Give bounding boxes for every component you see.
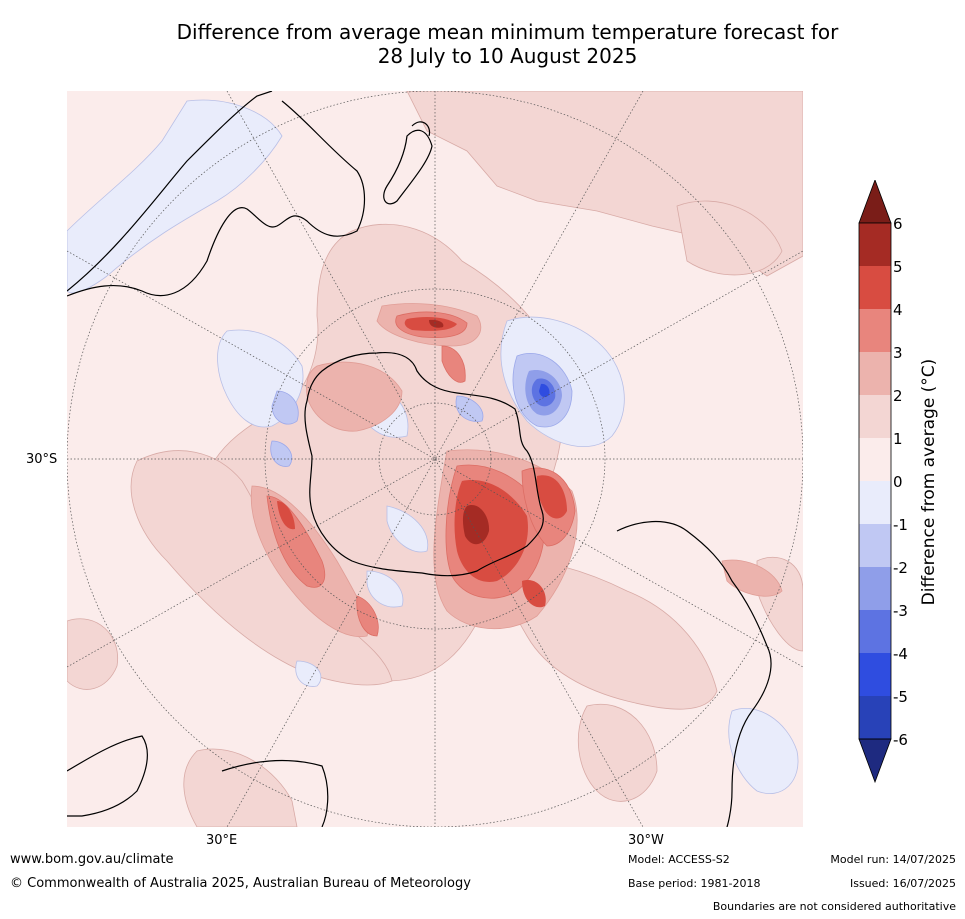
colorbar-bin-3-4 <box>859 309 891 352</box>
website-text: www.bom.gov.au/climate <box>10 852 174 867</box>
colorbar-bin-minus6-minus5 <box>859 696 891 739</box>
colorbar-bin-minus2-minus1 <box>859 524 891 567</box>
colorbar-bin-minus1-0 <box>859 481 891 524</box>
colorbar-bin-5-6 <box>859 223 891 266</box>
map-panel <box>67 91 803 827</box>
antarctica-coastline <box>304 351 544 577</box>
longitude-label-30e: 30°E <box>206 833 238 848</box>
boundaries-disclaimer: Boundaries are not considered authoritat… <box>712 900 956 913</box>
colorbar-title: Difference from average (°C) <box>919 358 939 606</box>
colorbar-tick-minus2: -2 <box>893 559 908 577</box>
model-run-text: Model run: 14/07/2025 <box>830 853 956 866</box>
colorbar-tick-minus6: -6 <box>893 731 908 749</box>
graticule <box>67 91 803 827</box>
positive-anomaly-4-to-6-areas <box>277 316 567 608</box>
colorbar-tick-minus1: -1 <box>893 516 908 534</box>
colorbar-tick-2: 2 <box>893 387 903 405</box>
latitude-label-30s: 30°S <box>26 452 58 467</box>
colorbar-bin-minus3-minus2 <box>859 567 891 610</box>
colorbar-tick-6: 6 <box>893 215 903 233</box>
temperature-anomaly-map <box>67 91 803 827</box>
colorbar-bin-1-2 <box>859 395 891 438</box>
chart-title: Difference from average mean minimum tem… <box>0 20 965 68</box>
chart-title-line-2: 28 July to 10 August 2025 <box>377 44 638 68</box>
colorbar-tick-1: 1 <box>893 430 903 448</box>
colorbar-outline <box>858 222 892 740</box>
colorbar-tick-4: 4 <box>893 301 903 319</box>
colorbar-bin-minus4-minus3 <box>859 610 891 653</box>
new-zealand-south-island-coastline <box>383 129 433 205</box>
australia-coastline <box>67 91 366 297</box>
colorbar-graphic <box>858 178 892 784</box>
negative-anomaly-2-to-4-areas <box>525 370 562 416</box>
colorbar-tick-5: 5 <box>893 258 903 276</box>
new-zealand-north-island-coastline <box>411 121 431 137</box>
colorbar-bin-4-5 <box>859 266 891 309</box>
colorbar-tick-3: 3 <box>893 344 903 362</box>
model-text: Model: ACCESS-S2 <box>628 853 730 866</box>
colorbar-tick-labels: 6 5 4 3 2 1 0 -1 -2 -3 -4 -5 -6 <box>893 0 923 919</box>
colorbar <box>855 178 895 784</box>
colorbar-tick-minus5: -5 <box>893 688 908 706</box>
issued-text: Issued: 16/07/2025 <box>849 877 956 890</box>
colorbar-bin-minus5-minus4 <box>859 653 891 696</box>
colorbar-tick-0: 0 <box>893 473 903 491</box>
longitude-label-30w: 30°W <box>628 833 664 848</box>
colorbar-tick-minus3: -3 <box>893 602 908 620</box>
copyright-text: © Commonwealth of Australia 2025, Austra… <box>10 876 471 891</box>
colorbar-top-extension <box>858 178 892 224</box>
colorbar-tick-minus4: -4 <box>893 645 908 663</box>
africa-coastline-west <box>67 735 149 817</box>
colorbar-bin-0-1 <box>859 438 891 481</box>
chart-title-line-1: Difference from average mean minimum tem… <box>176 20 839 44</box>
colorbar-bottom-extension <box>858 738 892 784</box>
madagascar-region-coastline <box>221 759 329 827</box>
south-america-coastline <box>616 520 772 827</box>
land-outlines <box>67 91 772 827</box>
base-period-text: Base period: 1981-2018 <box>628 877 761 890</box>
colorbar-bin-2-3 <box>859 352 891 395</box>
